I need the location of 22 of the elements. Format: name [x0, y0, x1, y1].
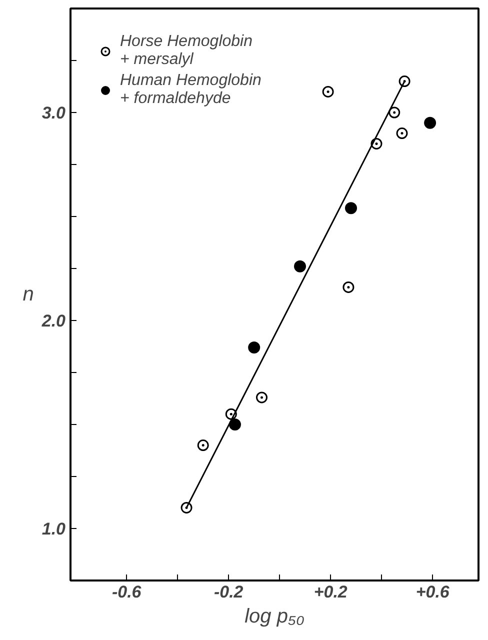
- point: [388, 106, 400, 118]
- legend-label: Human Hemoglobin + formaldehyde: [120, 72, 262, 108]
- point: [197, 440, 209, 452]
- y-tick-label: 3.0: [42, 104, 66, 122]
- point: [228, 418, 241, 430]
- point: [342, 281, 354, 293]
- legend-label: Horse Hemoglobin + mersalyl: [120, 33, 253, 69]
- y-tick-label: 1.0: [42, 520, 66, 538]
- point: [424, 116, 436, 129]
- x-axis-title: log p₅₀: [244, 606, 304, 628]
- point: [345, 202, 357, 214]
- point: [322, 86, 334, 98]
- point: [294, 260, 306, 272]
- point: [396, 128, 408, 140]
- x-tick-label: +0.2: [314, 582, 348, 602]
- y-tick-label: 2.0: [40, 312, 66, 330]
- point: [256, 392, 268, 404]
- x-tick-label: -0.2: [214, 582, 244, 602]
- point: [248, 342, 260, 354]
- y-axis-title: n: [22, 284, 34, 306]
- x-tick-label: +0.6: [416, 582, 450, 602]
- x-tick-label: -0.6: [112, 582, 142, 602]
